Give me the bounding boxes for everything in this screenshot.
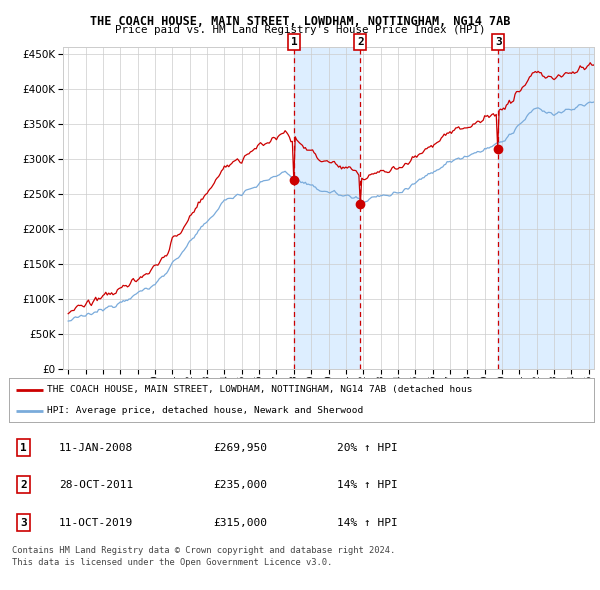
Text: This data is licensed under the Open Government Licence v3.0.: This data is licensed under the Open Gov…	[12, 558, 332, 566]
Text: £235,000: £235,000	[214, 480, 268, 490]
Text: Price paid vs. HM Land Registry's House Price Index (HPI): Price paid vs. HM Land Registry's House …	[115, 25, 485, 35]
Text: 11-OCT-2019: 11-OCT-2019	[59, 517, 133, 527]
Text: THE COACH HOUSE, MAIN STREET, LOWDHAM, NOTTINGHAM, NG14 7AB (detached hous: THE COACH HOUSE, MAIN STREET, LOWDHAM, N…	[47, 385, 473, 395]
Bar	[498, 47, 598, 369]
Text: 1: 1	[20, 443, 27, 453]
Bar	[295, 47, 360, 369]
Text: £315,000: £315,000	[214, 517, 268, 527]
Text: 3: 3	[495, 37, 502, 47]
Text: 2: 2	[357, 37, 364, 47]
Text: 20% ↑ HPI: 20% ↑ HPI	[337, 443, 397, 453]
Text: 14% ↑ HPI: 14% ↑ HPI	[337, 517, 397, 527]
Text: 3: 3	[20, 517, 27, 527]
Text: 14% ↑ HPI: 14% ↑ HPI	[337, 480, 397, 490]
Text: £269,950: £269,950	[214, 443, 268, 453]
Text: HPI: Average price, detached house, Newark and Sherwood: HPI: Average price, detached house, Newa…	[47, 407, 363, 415]
Text: 11-JAN-2008: 11-JAN-2008	[59, 443, 133, 453]
Text: Contains HM Land Registry data © Crown copyright and database right 2024.: Contains HM Land Registry data © Crown c…	[12, 546, 395, 555]
Text: 28-OCT-2011: 28-OCT-2011	[59, 480, 133, 490]
Text: 1: 1	[291, 37, 298, 47]
Text: THE COACH HOUSE, MAIN STREET, LOWDHAM, NOTTINGHAM, NG14 7AB: THE COACH HOUSE, MAIN STREET, LOWDHAM, N…	[90, 15, 510, 28]
Text: 2: 2	[20, 480, 27, 490]
